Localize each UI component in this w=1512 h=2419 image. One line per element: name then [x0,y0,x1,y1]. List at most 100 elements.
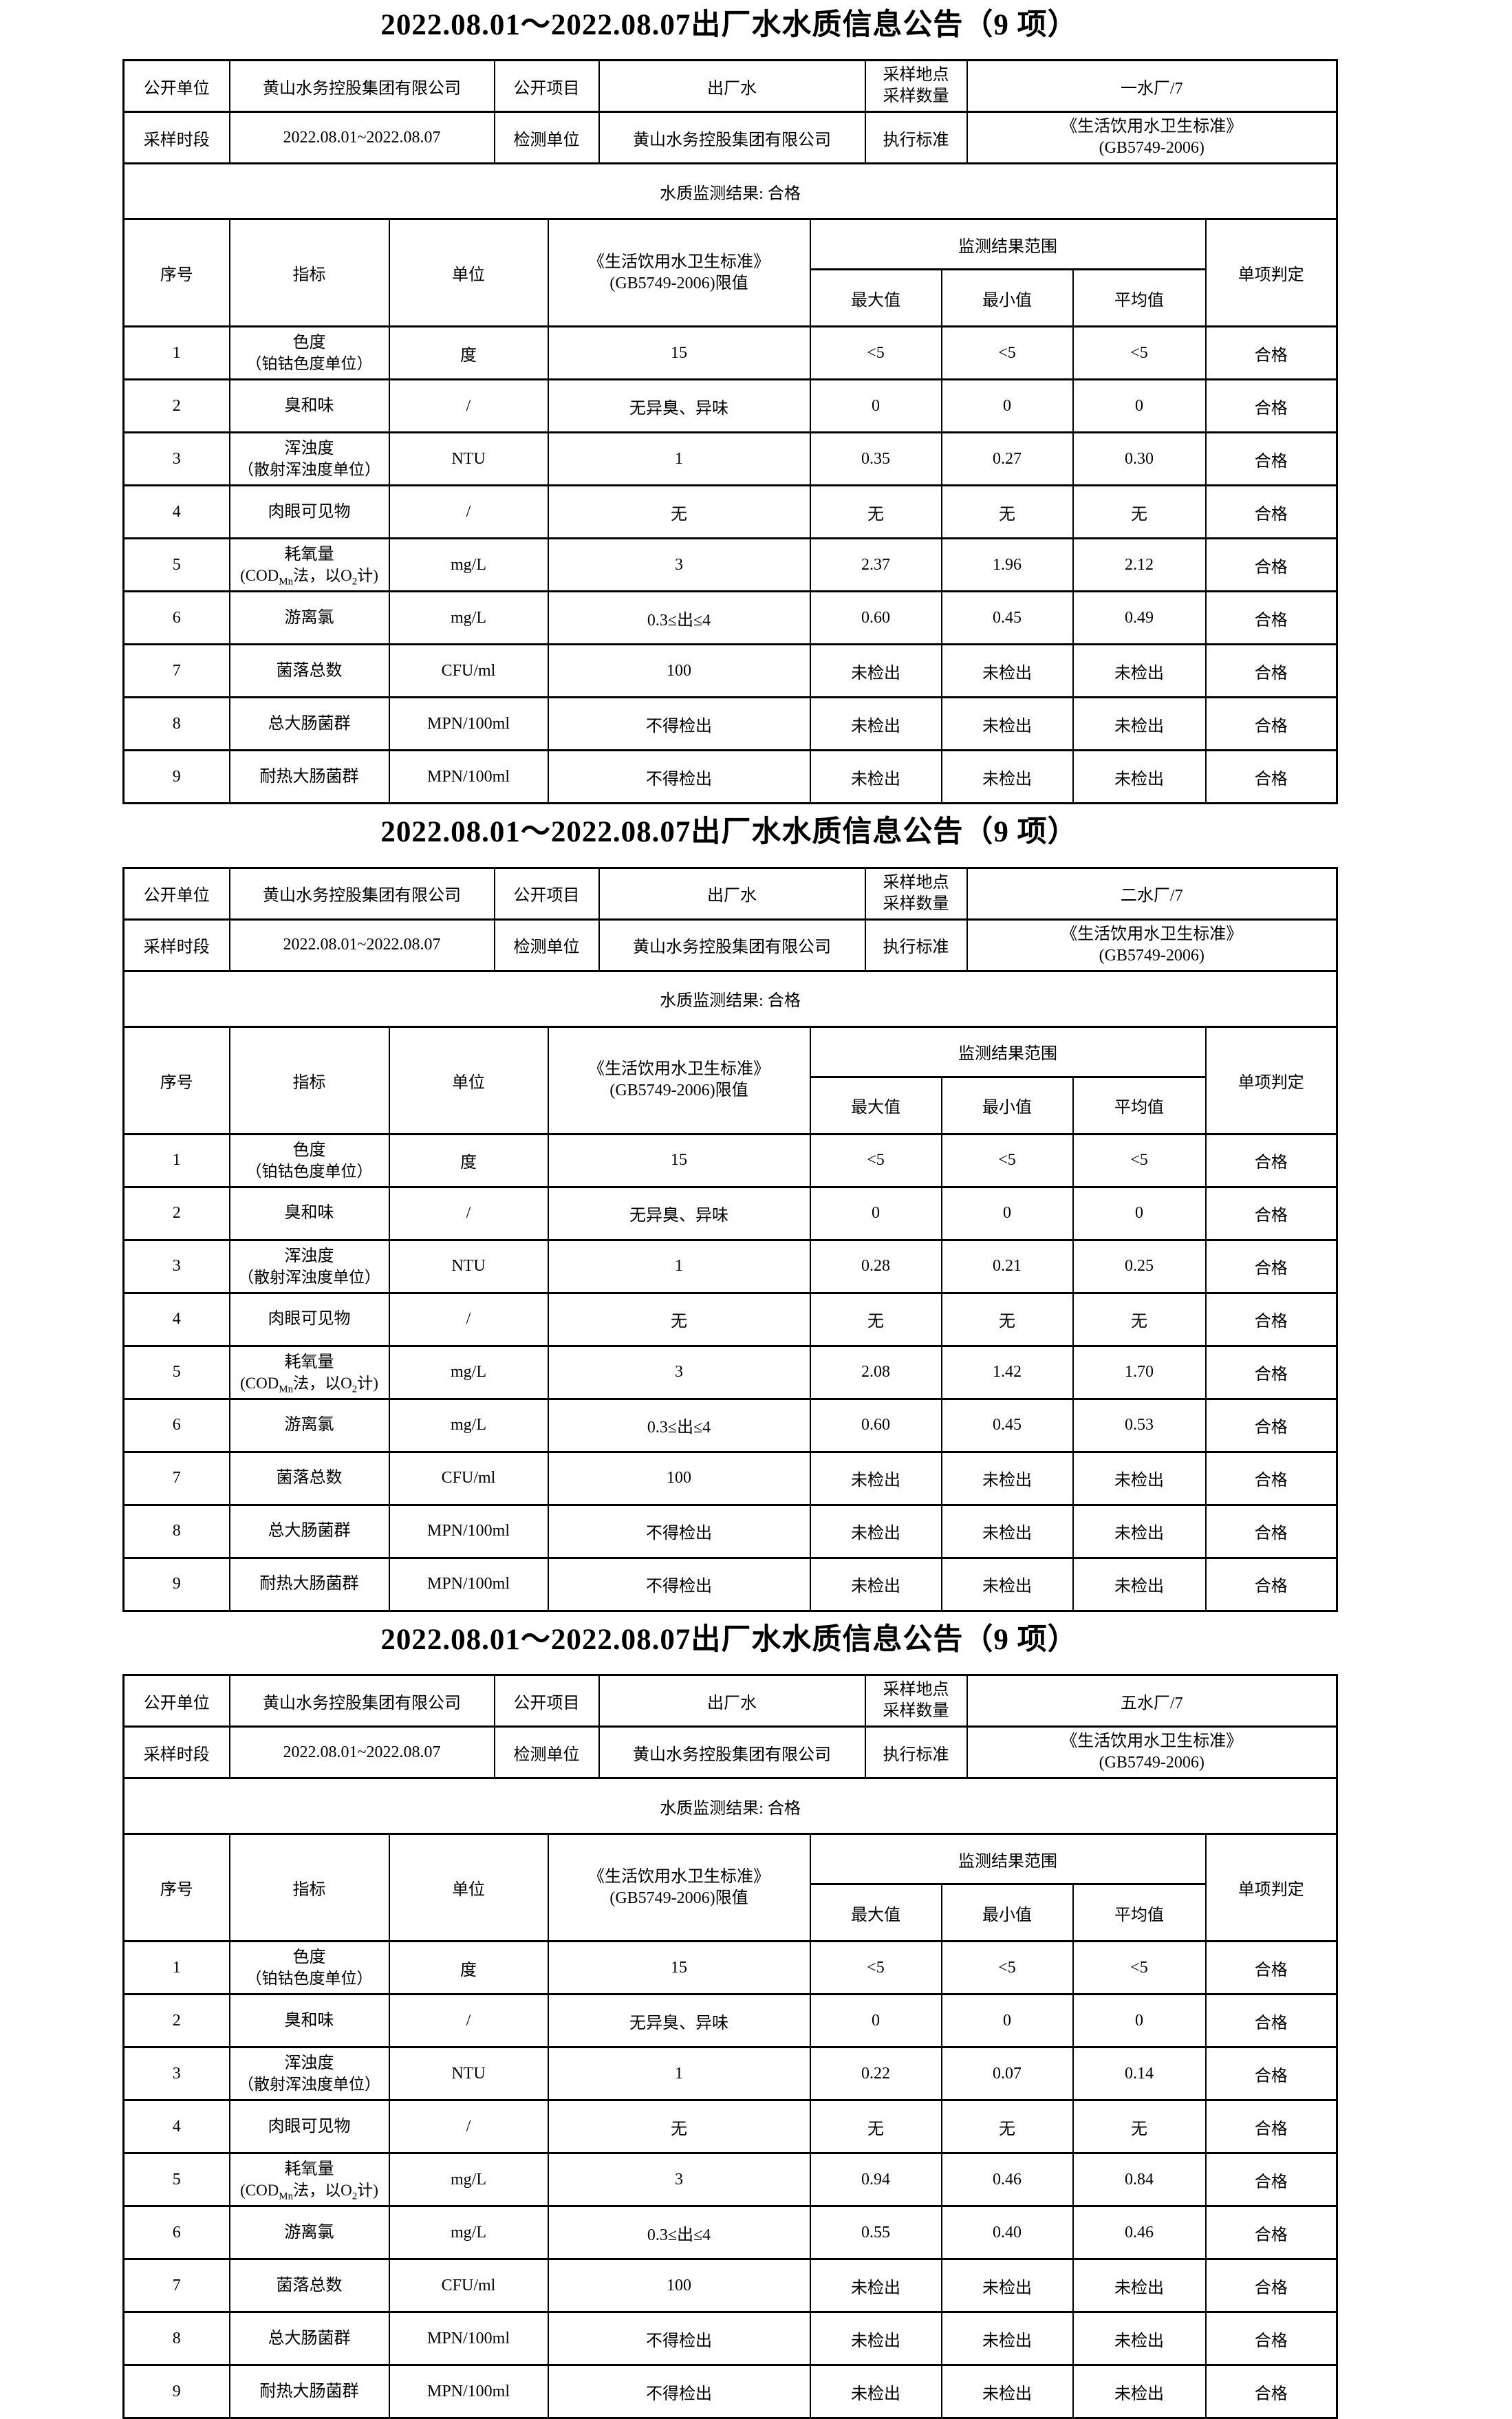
indicator-subname: （散射浑浊度单位） [238,2076,380,2094]
verdict-cell: 合格 [1205,1291,1338,1347]
avg-value-cell: 0.14 [1072,2046,1207,2102]
header-avg: 平均值 [1072,268,1207,328]
table-row: 6 游离氯 mg/L 0.3≤出≤4 0.60 0.45 0.53 合格 [122,1397,1338,1453]
sample-point-label-line2: 采样数量 [883,1702,949,1721]
limit-cell: 100 [547,1450,811,1506]
avg-value-cell: 未检出 [1072,1450,1207,1506]
indicator-cell: 耗氧量 (CODMn法，以O2计) [228,2152,390,2208]
indicator-cell: 肉眼可见物 [228,2099,390,2155]
avg-value-cell: 无 [1072,2099,1207,2155]
min-value-cell: 0 [940,1185,1074,1241]
verdict-cell: 合格 [1205,325,1338,381]
table-row: 4 肉眼可见物 / 无 无 无 无 合格 [122,484,1338,540]
indicator-name: 浑浊度 [284,2054,334,2073]
header-unit: 单位 [388,1833,549,1943]
indicator-cell: 菌落总数 [228,2258,390,2314]
header-max: 最大值 [809,1883,942,1943]
verdict-cell: 合格 [1205,1238,1338,1294]
row-index-cell: 8 [122,2311,230,2367]
avg-value-cell: 0.30 [1072,431,1207,487]
sample-period-label: 采样时段 [122,111,230,165]
avg-value-cell: 无 [1072,484,1207,540]
indicator-name: 总大肠菌群 [268,714,351,733]
indicator-subname: （铂钴色度单位） [246,355,373,373]
water-quality-table: 公开单位 黄山水务控股集团有限公司 公开项目 出厂水 采样地点 采样数量 一水厂… [122,59,1339,805]
min-value-cell: 未检出 [940,2364,1074,2419]
standard-label: 执行标准 [864,111,968,165]
row-index-cell: 7 [122,2258,230,2314]
max-value-cell: 未检出 [809,2364,942,2419]
verdict-cell: 合格 [1205,1344,1338,1400]
sample-point-label: 采样地点 采样数量 [864,866,968,921]
max-value-cell: 0.60 [809,1397,942,1453]
table-row: 2 臭和味 / 无异臭、异味 0 0 0 合格 [122,1993,1338,2049]
row-index-cell: 5 [122,537,230,593]
header-max: 最大值 [809,268,942,328]
verdict-cell: 合格 [1205,1132,1338,1188]
indicator-cell: 色度 （铂钴色度单位） [228,325,390,381]
header-range: 监测结果范围 [809,1025,1207,1078]
sample-point-value: 二水厂/7 [966,866,1338,921]
row-index-cell: 6 [122,1397,230,1453]
avg-value-cell: 未检出 [1072,1503,1207,1559]
avg-value-cell: 未检出 [1072,643,1207,699]
row-index-cell: 9 [122,749,230,805]
unit-cell: 度 [388,1132,549,1188]
limit-cell: 100 [547,2258,811,2314]
row-index-cell: 1 [122,325,230,381]
table-row: 7 菌落总数 CFU/ml 100 未检出 未检出 未检出 合格 [122,2258,1338,2314]
indicator-name: 浑浊度 [284,1247,334,1265]
row-index-cell: 4 [122,2099,230,2155]
limit-cell: 1 [547,1238,811,1294]
indicator-name: 游离氯 [284,1416,334,1434]
max-value-cell: <5 [809,325,942,381]
avg-value-cell: 0.49 [1072,590,1207,646]
header-row-2: 最大值 最小值 平均值 [124,1075,1337,1135]
header-no: 序号 [122,1833,230,1943]
table-row: 9 耐热大肠菌群 MPN/100ml 不得检出 未检出 未检出 未检出 合格 [122,1556,1338,1612]
indicator-cell: 耐热大肠菌群 [228,749,390,805]
max-value-cell: 0 [809,1993,942,2049]
header-limit-line1: 《生活饮用水卫生标准》 [588,1060,770,1079]
meta-row-2: 采样时段 2022.08.01~2022.08.07 检测单位 黄山水务控股集团… [122,918,1338,972]
unit-cell: MPN/100ml [388,1503,549,1559]
row-index-cell: 6 [122,2205,230,2261]
indicator-name: 肉眼可见物 [268,1310,351,1329]
min-value-cell: 0.45 [940,590,1074,646]
sample-period-value: 2022.08.01~2022.08.07 [228,918,495,972]
header-min: 最小值 [940,1075,1074,1135]
max-value-cell: 未检出 [809,2311,942,2367]
open-unit-label: 公开单位 [122,59,230,114]
unit-cell: mg/L [388,2205,549,2261]
min-value-cell: 未检出 [940,1503,1074,1559]
row-index-cell: 6 [122,590,230,646]
indicator-name: 耐热大肠菌群 [259,767,359,786]
indicator-cell: 臭和味 [228,1993,390,2049]
limit-cell: 3 [547,1344,811,1400]
indicator-name: 臭和味 [284,1204,334,1223]
unit-cell: 度 [388,1940,549,1996]
unit-cell: mg/L [388,2152,549,2208]
indicator-subname: （铂钴色度单位） [246,1970,373,1988]
page: 2022.08.01～2022.08.07出厂水水质信息公告（9 项） 公开单位… [122,9,1339,2419]
table-row: 4 肉眼可见物 / 无 无 无 无 合格 [122,1291,1338,1347]
indicator-cell: 菌落总数 [228,643,390,699]
indicator-name: 色度 [292,1948,326,1967]
unit-cell: mg/L [388,537,549,593]
verdict-cell: 合格 [1205,1397,1338,1453]
result-summary: 水质监测结果: 合格 [122,1777,1338,1836]
min-value-cell: 未检出 [940,643,1074,699]
avg-value-cell: 0.84 [1072,2152,1207,2208]
unit-cell: MPN/100ml [388,2311,549,2367]
header-range: 监测结果范围 [809,1833,1207,1886]
verdict-cell: 合格 [1205,378,1338,434]
indicator-name: 耗氧量 [284,2160,334,2179]
row-index-cell: 8 [122,696,230,752]
table-row: 8 总大肠菌群 MPN/100ml 不得检出 未检出 未检出 未检出 合格 [122,2311,1338,2367]
test-unit-value: 黄山水务控股集团有限公司 [598,1725,866,1780]
verdict-cell: 合格 [1205,2152,1338,2208]
limit-cell: 3 [547,2152,811,2208]
meta-row-1: 公开单位 黄山水务控股集团有限公司 公开项目 出厂水 采样地点 采样数量 五水厂… [122,1674,1338,1728]
header-unit: 单位 [388,1025,549,1135]
min-value-cell: 未检出 [940,749,1074,805]
